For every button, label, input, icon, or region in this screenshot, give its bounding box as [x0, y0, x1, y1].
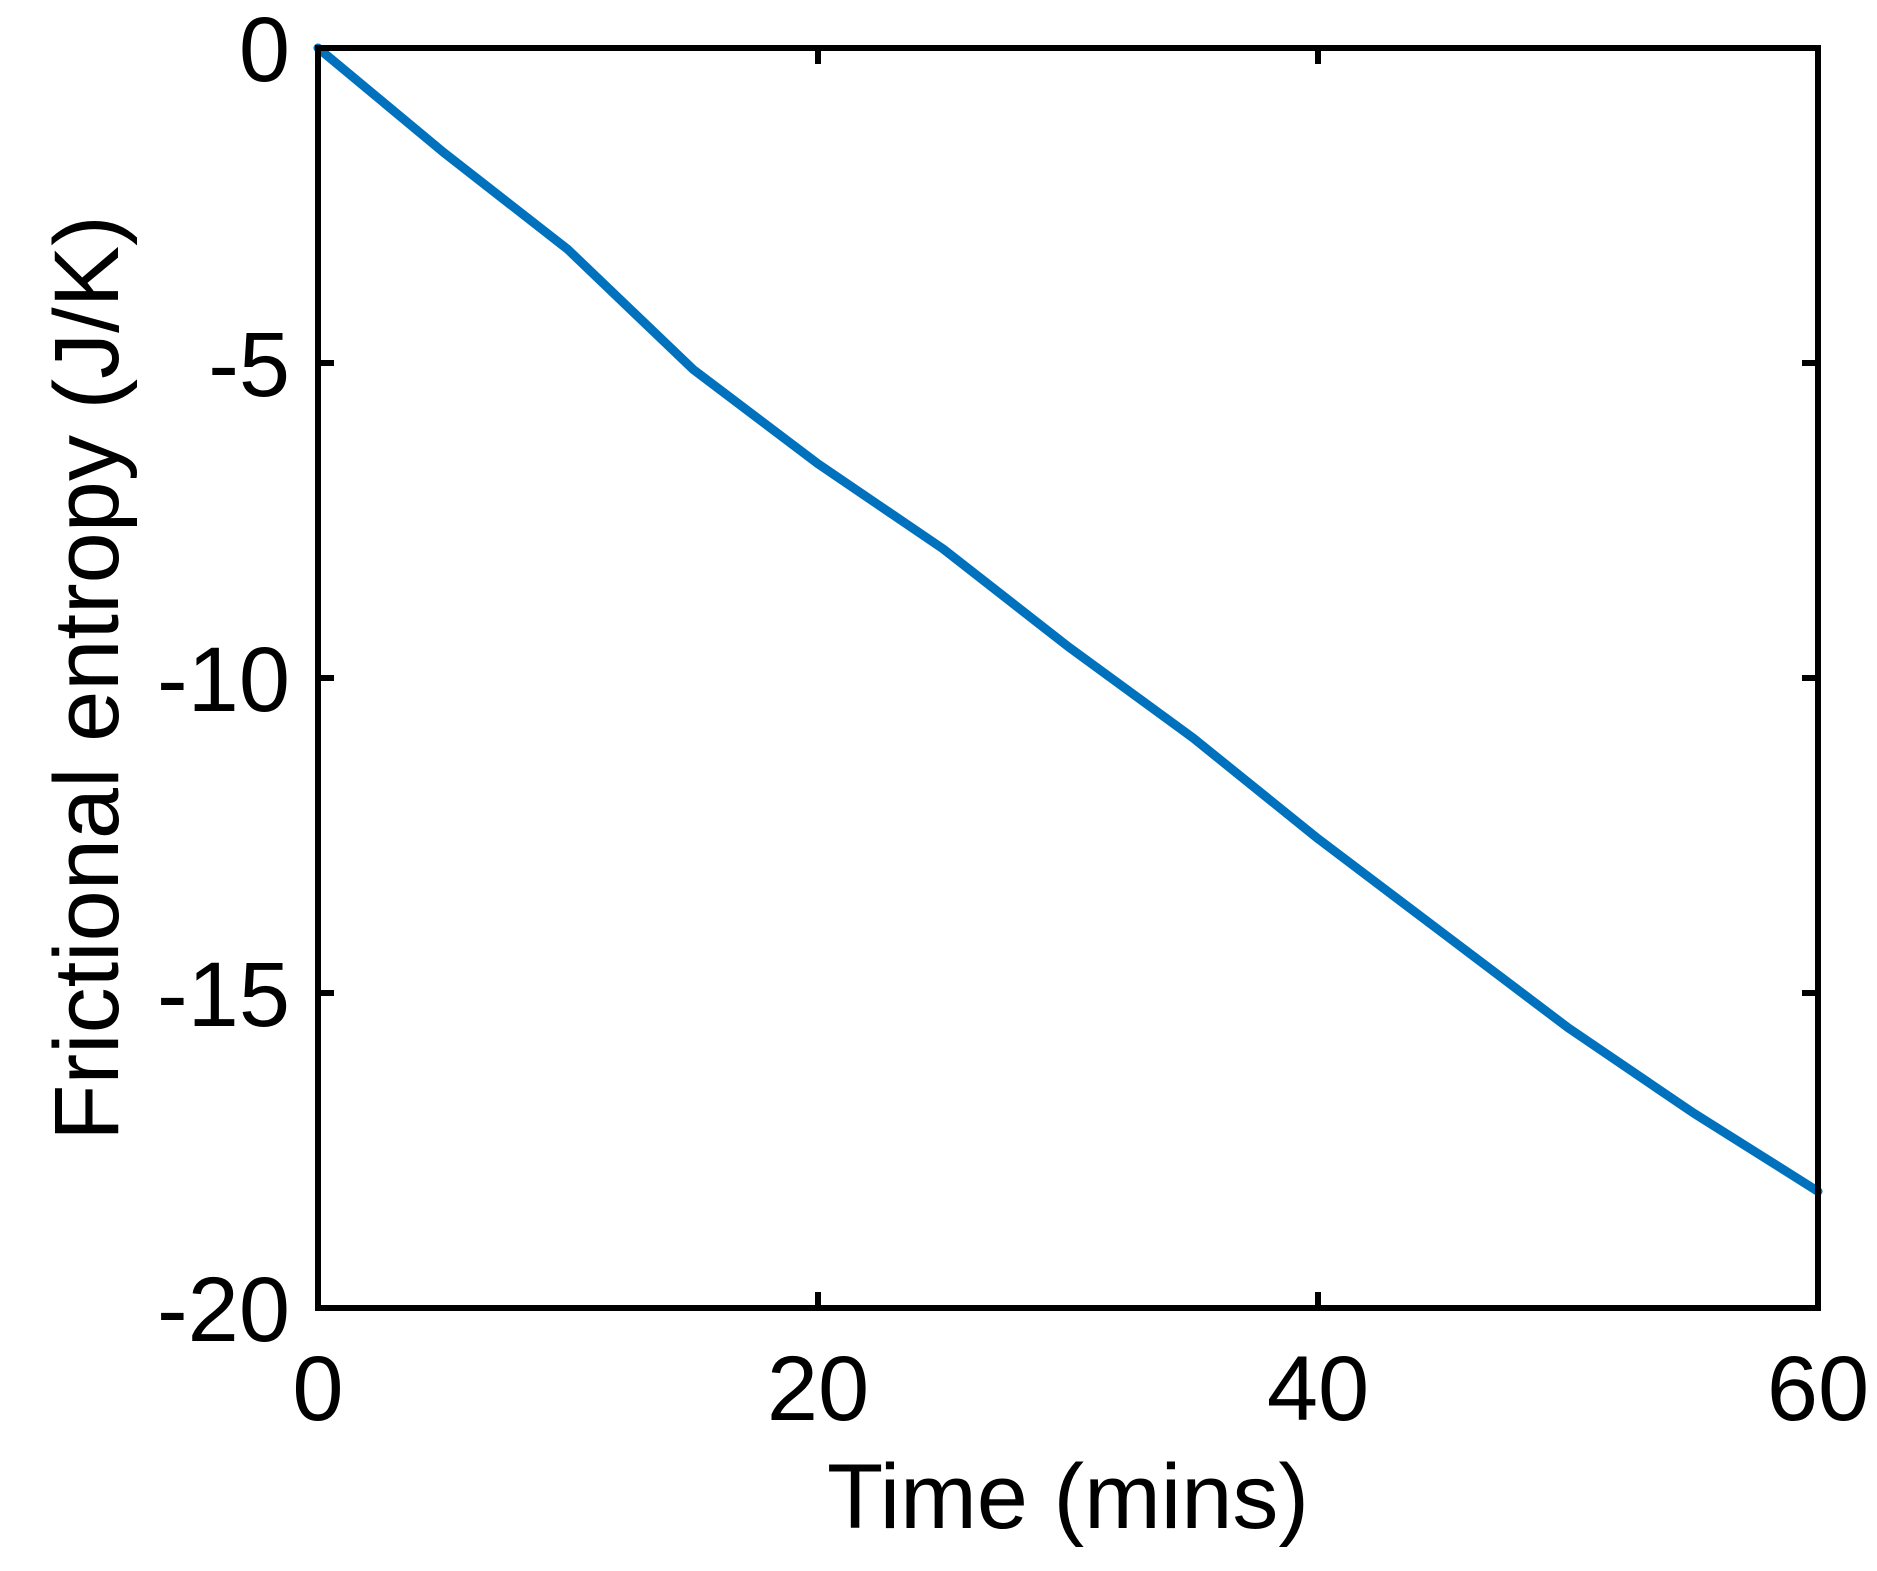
- plot-area: [318, 48, 1818, 1308]
- x-tick-label: 40: [1267, 1338, 1369, 1440]
- y-tick-label: 0: [239, 0, 290, 101]
- y-tick-label: -10: [157, 629, 290, 731]
- y-tick-label: -5: [208, 314, 290, 416]
- labels-layer: Time (mins) Frictional entropy (J/K) 0 20…: [36, 0, 1869, 1548]
- x-tick-label: 0: [292, 1338, 343, 1440]
- y-tick-label: -20: [157, 1259, 290, 1361]
- axes-layer: [315, 45, 1821, 1311]
- x-axis-title: Time (mins): [827, 1446, 1309, 1548]
- y-axis-title: Frictional entropy (J/K): [36, 215, 138, 1140]
- y-tick-label: -15: [157, 944, 290, 1046]
- series-line-1: [313, 43, 1823, 1196]
- plot-background: [318, 48, 1818, 1308]
- x-tick-label: 20: [767, 1338, 869, 1440]
- series-layer: [313, 43, 1823, 1196]
- x-tick-label: 60: [1767, 1338, 1869, 1440]
